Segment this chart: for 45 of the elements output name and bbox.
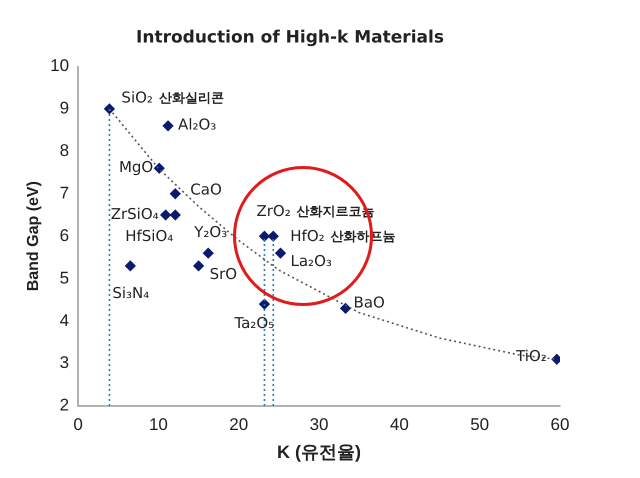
point (202, 248, 214, 258)
chart-title: Introduction of High-k Materials (136, 28, 444, 48)
y-tick-label: 6 (60, 226, 70, 245)
y-tick-label: 4 (60, 310, 70, 330)
y-tick-label: 5 (60, 268, 70, 288)
x-tick-label: 60 (550, 414, 570, 434)
y-tick-label: 3 (60, 353, 70, 372)
x-tick-label: 50 (470, 414, 490, 434)
y-tick-label: 10 (50, 56, 70, 76)
x-tick-label: 40 (390, 414, 409, 434)
annotation: Ta₂O₅ (233, 314, 274, 332)
annotation: 산화실리콘 (158, 91, 224, 106)
annotation: SiO₂ (121, 88, 153, 107)
point (160, 210, 171, 220)
x-tick-label: 30 (310, 414, 329, 434)
y-axis-title: Band Gap (eV) (25, 181, 42, 292)
x-axis-title: K (유전율) (277, 442, 362, 462)
x-tick-label: 0 (73, 414, 83, 434)
point (275, 248, 286, 258)
point (162, 120, 174, 132)
x-tick-label: 20 (229, 414, 248, 434)
y-tick-label: 7 (60, 183, 70, 202)
annotation: TiO₂ (515, 347, 547, 366)
y-tick-label: 8 (60, 140, 70, 160)
annotation: MgO (118, 158, 154, 176)
annotation: BaO (354, 293, 385, 312)
y-tick-label: 2 (60, 396, 70, 415)
y-tick-label: 9 (60, 98, 70, 118)
point (170, 188, 181, 200)
point (340, 303, 351, 314)
annotation: ZrSiO₄ (110, 204, 159, 223)
annotation: HfSiO₄ (125, 226, 174, 245)
point (125, 260, 136, 272)
annotation: CaO (190, 180, 222, 199)
point (268, 230, 279, 242)
annotation: Y₂O₃ (193, 223, 228, 242)
annotation: Si₃N₄ (112, 284, 150, 302)
x-tick-label: 10 (148, 414, 168, 434)
annotation: La₂O₃ (290, 252, 332, 270)
annotation: HfO₂ (290, 227, 325, 246)
annotation: SrO (210, 264, 238, 283)
point (193, 260, 204, 272)
annotation: Al₂O₃ (178, 116, 216, 134)
point (170, 210, 181, 220)
annotation: ZrO₂ (256, 202, 291, 220)
